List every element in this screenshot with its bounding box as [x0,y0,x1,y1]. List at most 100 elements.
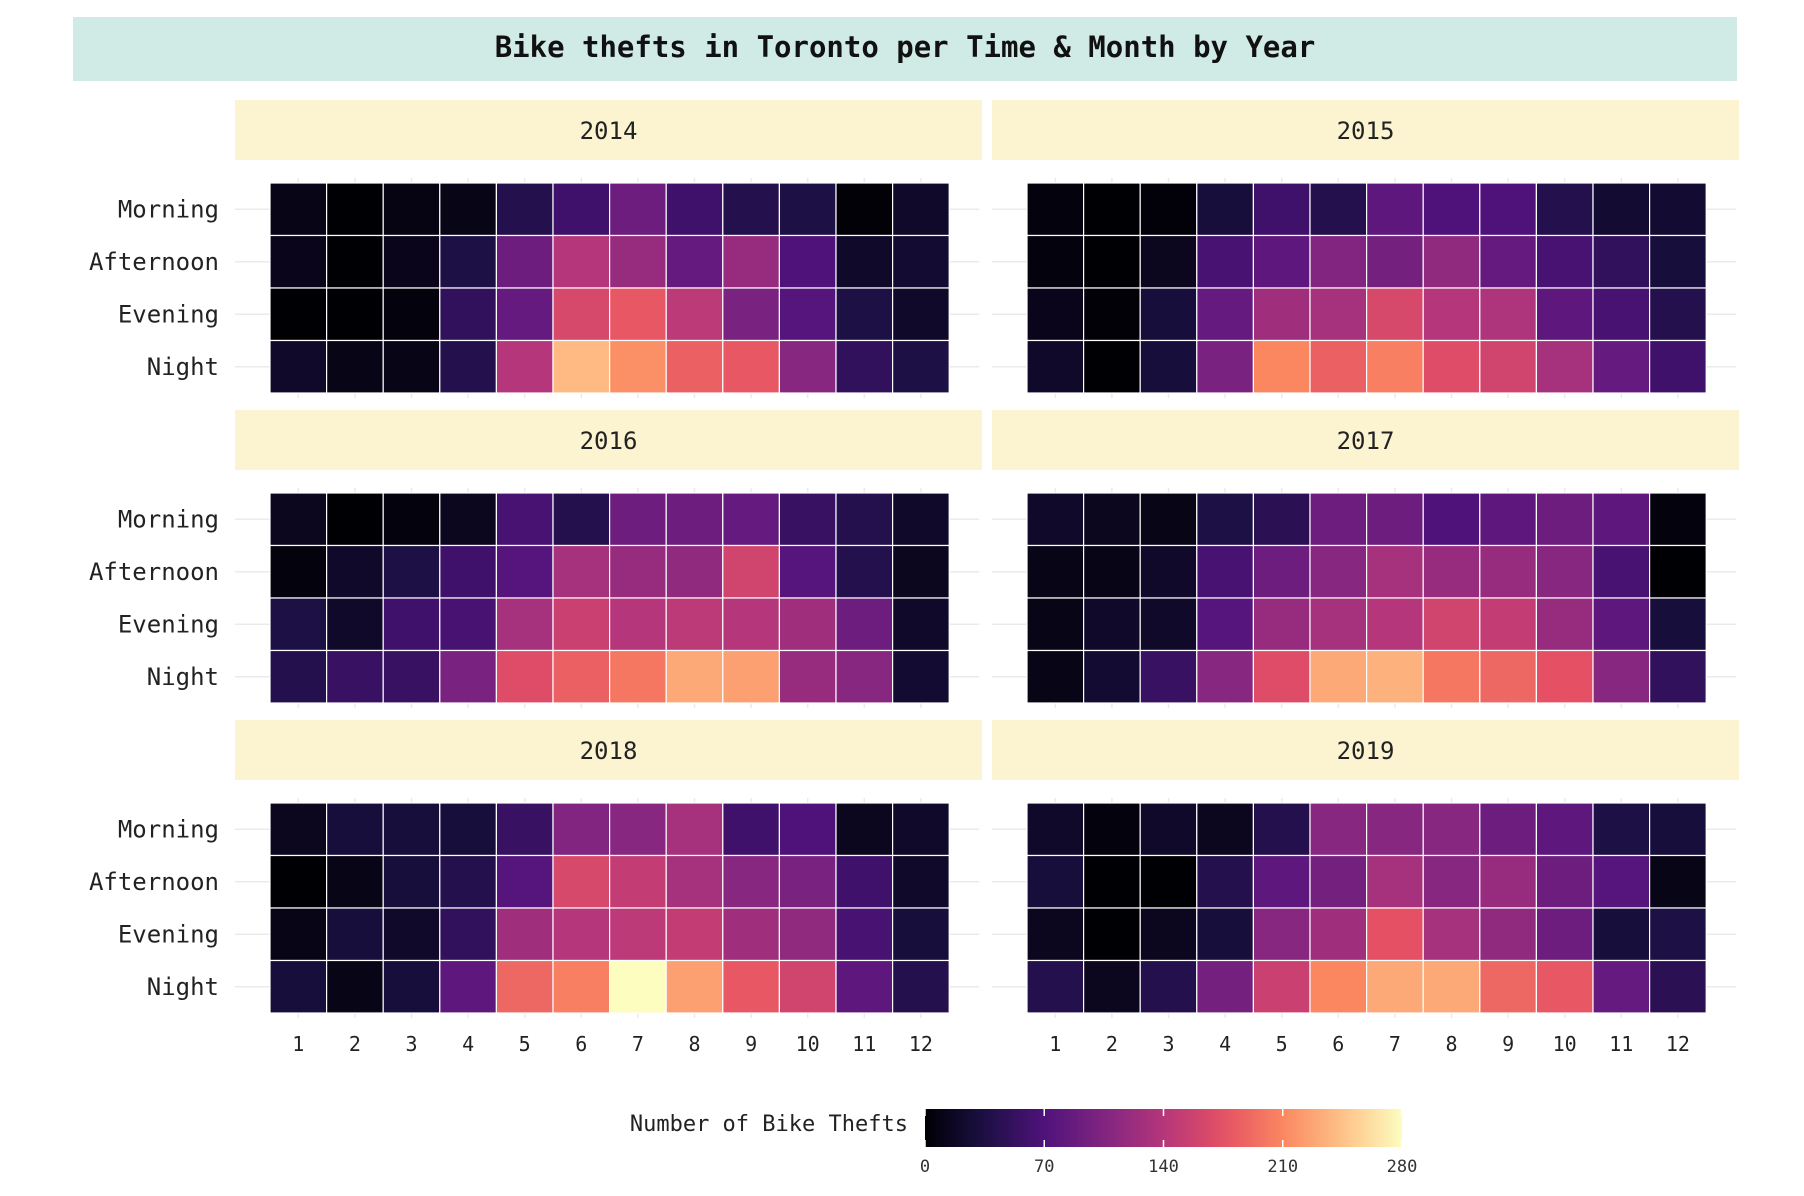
heatmap-cell [891,907,950,962]
heatmap-cell [1365,492,1424,547]
heatmap-cell [835,544,894,599]
x-tick-label: 4 [462,1032,474,1056]
x-tick-label: 3 [405,1032,417,1056]
heatmap-cell [1196,182,1255,237]
heatmap-cell [382,234,441,289]
panel-2015: 2015 [992,100,1739,398]
heatmap-cell [1422,287,1481,342]
heatmap-cell [1139,492,1198,547]
heatmap-cell [608,234,667,289]
heatmap-cell [552,544,611,599]
heatmap-cell [1082,907,1141,962]
heatmap-cell [722,287,780,342]
heatmap-cell [1196,234,1255,289]
heatmap-cell [439,339,497,394]
heatmap-cell [1535,854,1594,909]
heatmap-cell [608,544,667,599]
heatmap-cell [1479,959,1538,1014]
heatmap-cell [495,234,554,289]
heatmap-cell [326,649,384,704]
x-tick-label: 6 [1332,1032,1344,1056]
x-tick-label: 3 [1162,1032,1174,1056]
colorbar-legend: Number of Bike Thefts 0 70 140 210 280 [630,1109,1417,1177]
heatmap-cell [1139,802,1198,857]
heatmap-cell [1252,907,1311,962]
heatmap-cell [1648,907,1707,962]
heatmap-cell [1252,802,1311,857]
heatmap-cell [439,234,497,289]
heatmap-cell [1026,959,1085,1014]
heatmap-cell [1592,339,1651,394]
heatmap-cell [608,959,667,1014]
heatmap-cell [439,959,497,1014]
heatmap-cell [1648,649,1707,704]
heatmap-cell [1535,234,1594,289]
heatmap-cell [1196,907,1255,962]
heatmap-cell [778,182,837,237]
heatmap-cell [326,339,384,394]
heatmap-cell [835,182,894,237]
heatmap-cell [1082,959,1141,1014]
panel-2016: 2016 Morning Afternoon Evening Night [89,410,982,708]
heatmap-cell [495,339,554,394]
heatmap-cell [891,597,950,652]
heatmap-cell [1082,854,1141,909]
heatmap-cell [665,959,724,1014]
heatmap-cell [835,287,894,342]
heatmap-cell [778,959,837,1014]
panel-strip-label: 2018 [580,737,638,765]
panel-strip-label: 2017 [1337,427,1395,455]
heatmap-cell [1592,544,1651,599]
heatmap-cell [269,287,328,342]
heatmap-cell [1592,854,1651,909]
heatmap-cell [1648,234,1707,289]
heatmap-cell [1422,854,1481,909]
heatmap-cell [1422,802,1481,857]
x-tick-label: 12 [1666,1032,1690,1056]
heatmap-cell [1196,802,1255,857]
heatmap-cell [326,492,384,547]
colorbar-ticks: 0 70 140 210 280 [920,1109,1417,1177]
y-tick-label: Morning [118,195,219,223]
heatmap-cell [1196,597,1255,652]
heatmap-cell [665,649,724,704]
heatmap-cell [382,854,441,909]
x-tick-label: 1 [1049,1032,1061,1056]
heatmap-cell [1139,649,1198,704]
heatmap-cell [1026,234,1085,289]
heatmap-cell [1082,544,1141,599]
heatmap-cell [665,182,724,237]
heatmap-cell [722,959,780,1014]
y-tick-label: Night [147,973,219,1001]
heatmap-cell [1196,287,1255,342]
heatmap-cell [1479,649,1538,704]
heatmap-cell [1139,544,1198,599]
heatmap-cell [778,649,837,704]
heatmap-cell [552,907,611,962]
heatmap-cell [1139,854,1198,909]
heatmap-cell [1648,287,1707,342]
heatmap-cell [269,544,328,599]
x-tick-label: 5 [519,1032,531,1056]
heatmap-cell [1252,854,1311,909]
heatmap-cell [552,234,611,289]
panel-strip [992,100,1739,160]
heatmap-cell [269,339,328,394]
colorbar-tick-label: 140 [1148,1157,1179,1177]
heatmap-cell [1309,907,1368,962]
heatmap-cell [552,854,611,909]
heatmap-cell [835,854,894,909]
heatmap-cell [665,802,724,857]
heatmap-cell [1365,959,1424,1014]
heatmap-cell [552,959,611,1014]
heatmap-cell [1309,339,1368,394]
heatmap-cell [835,802,894,857]
heatmap-cell [778,287,837,342]
x-tick-label: 4 [1219,1032,1231,1056]
heatmap-cell [1479,907,1538,962]
heatmap-cell [439,492,497,547]
heatmap-cell [665,854,724,909]
heatmap-cell [1026,492,1085,547]
heatmap-cell [1026,182,1085,237]
